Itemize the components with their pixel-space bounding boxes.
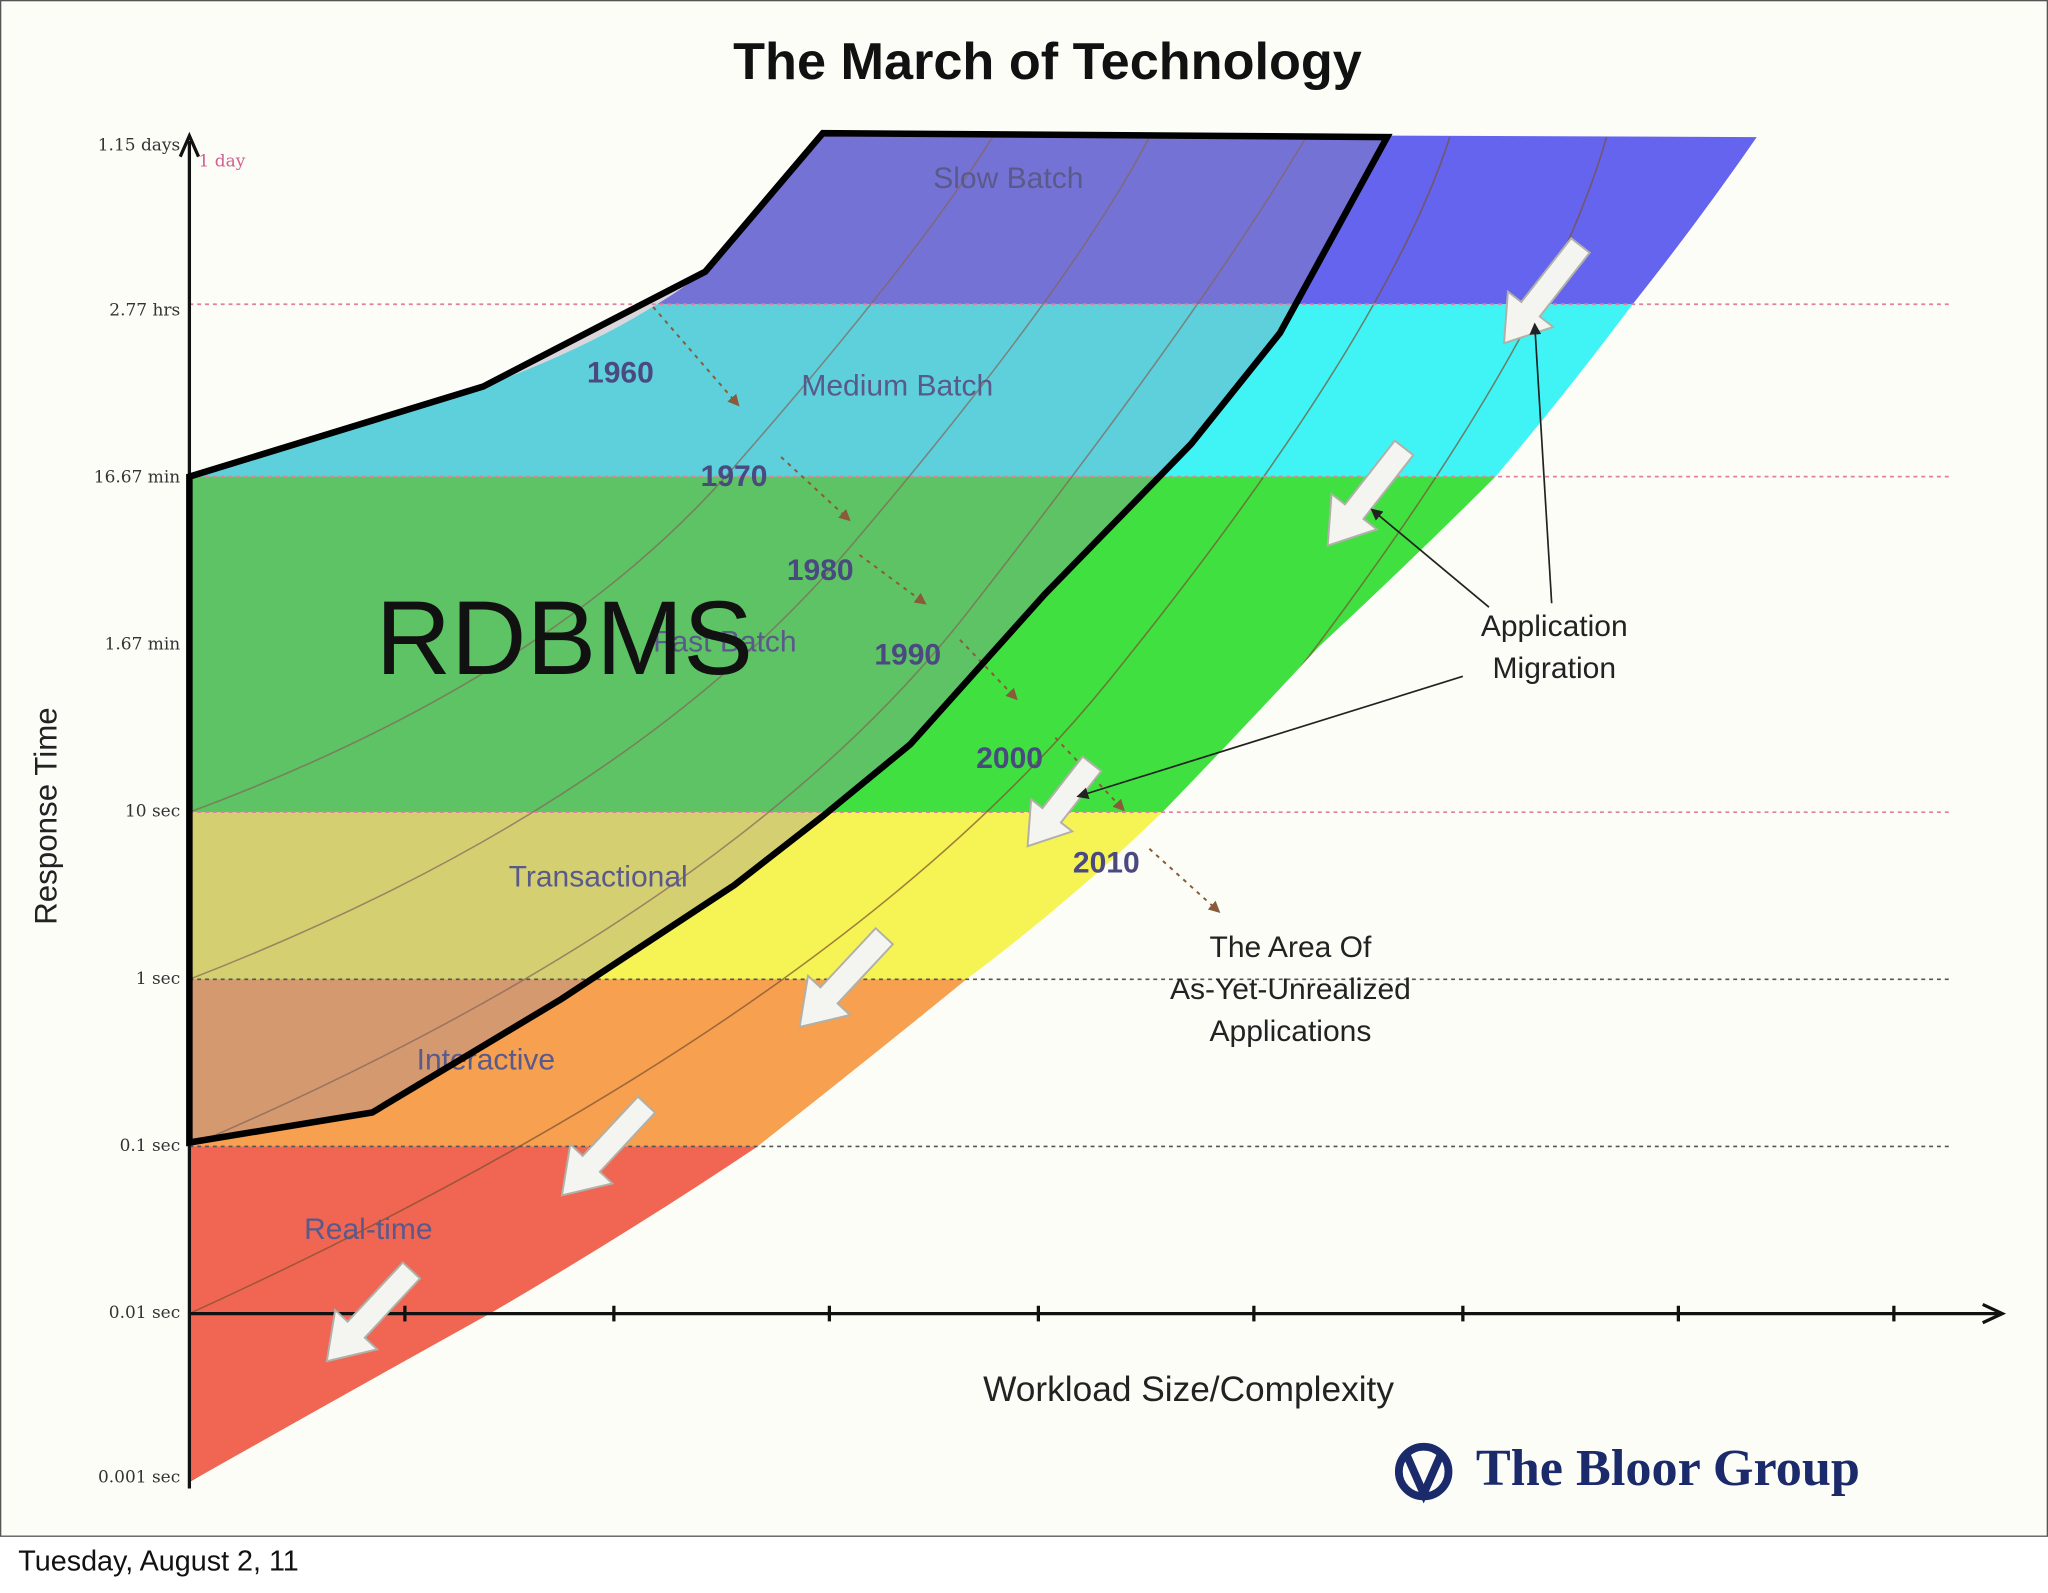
y-ticks: 1.15 days 2.77 hrs 16.67 min 1.67 min 10… [94, 136, 181, 1488]
decade-label: 1990 [874, 639, 941, 672]
annotation: Applications [1210, 1015, 1372, 1048]
annotation: As-Yet-Unrealized [1170, 973, 1411, 1006]
y-tick: 1.15 days [98, 136, 180, 156]
band-label: Medium Batch [801, 370, 993, 403]
y-tick: 16.67 min [94, 467, 181, 487]
band-labels: Slow Batch Medium Batch Fast Batch Trans… [304, 162, 1083, 1246]
y-tick: 2.77 hrs [109, 300, 180, 320]
annotation: The Area Of [1210, 931, 1373, 964]
migration-arrows [325, 236, 1592, 1363]
title: The March of Technology [733, 33, 1362, 91]
annotation: Migration [1493, 652, 1616, 685]
band-label: Real-time [304, 1213, 432, 1246]
band-label: Slow Batch [933, 162, 1083, 195]
y-tick: 10 sec [125, 802, 180, 822]
logo: The Bloor Group [1394, 1439, 1860, 1504]
decade-label: 2010 [1073, 846, 1140, 879]
level-lines [189, 303, 1953, 1148]
logo-text: The Bloor Group [1476, 1439, 1860, 1497]
decade-label: 1980 [787, 554, 854, 587]
y-tick: 1.67 min [105, 635, 181, 655]
annotation: Application [1481, 610, 1628, 643]
y-tick: 0.1 sec [120, 1136, 181, 1156]
y-tick: 0.001 sec [98, 1468, 180, 1488]
one-day-marker: 1 day [199, 151, 246, 171]
decade-label: 2000 [976, 742, 1043, 775]
y-axis-label: Response Time [29, 707, 64, 925]
band-label: Fast Batch [653, 626, 796, 659]
x-axis-label: Workload Size/Complexity [983, 1370, 1394, 1409]
decade-label: 1970 [701, 460, 768, 493]
decade-label: 1960 [587, 357, 654, 390]
rdbms-outline [186, 129, 1393, 1147]
y-tick: 0.01 sec [109, 1303, 180, 1323]
decade-labels: 1960 1970 1980 1990 2000 2010 [587, 357, 1140, 880]
footer-date: Tuesday, August 2, 11 [18, 1546, 299, 1578]
y-tick: 1 sec [136, 969, 180, 989]
annotation-leaders [1076, 322, 1553, 799]
rdbms-label: RDBMS [376, 580, 753, 697]
band-label: Transactional [509, 861, 688, 894]
